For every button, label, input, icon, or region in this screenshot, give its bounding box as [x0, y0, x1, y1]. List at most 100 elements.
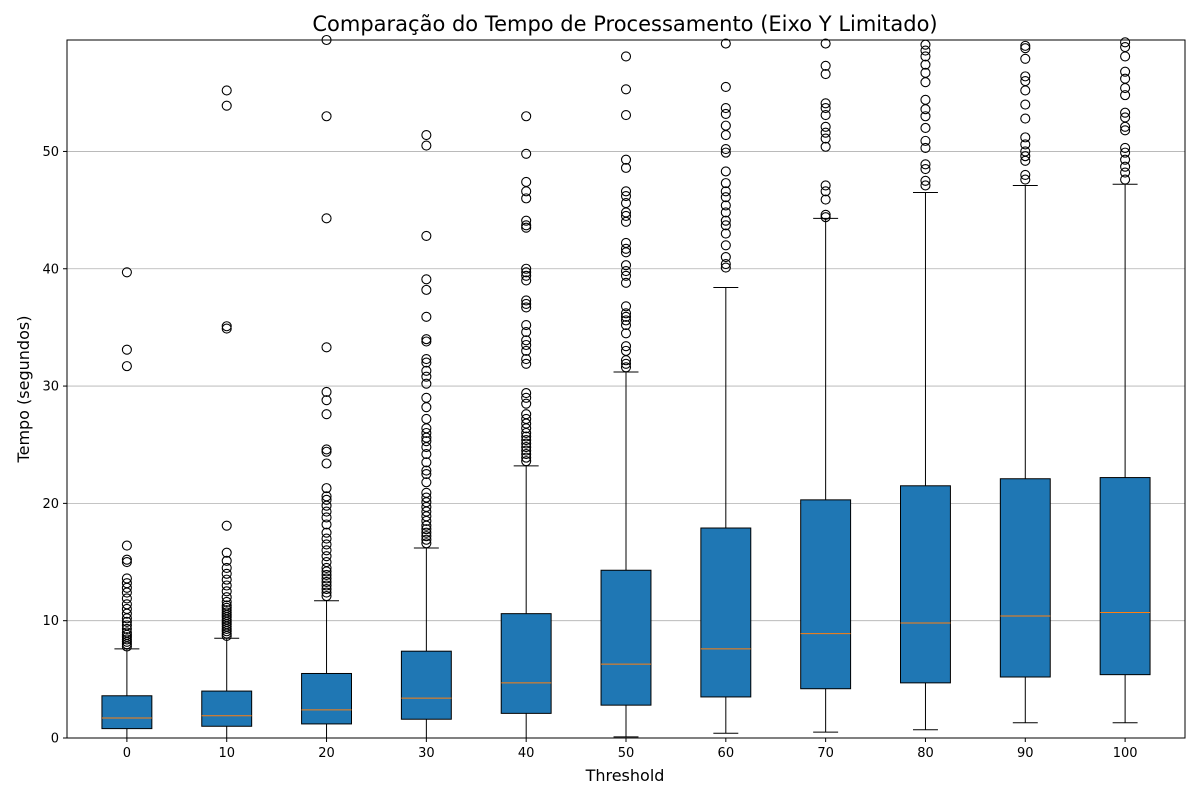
outlier-point	[321, 576, 332, 588]
outlier-point	[620, 277, 632, 288]
outlier-point	[321, 213, 332, 224]
outlier-point	[720, 228, 731, 239]
outlier-point	[121, 361, 132, 372]
outlier-point	[521, 193, 532, 204]
outlier-point	[321, 512, 332, 523]
outlier-point	[221, 602, 232, 613]
outlier-point	[521, 320, 532, 331]
outlier-point	[720, 240, 731, 251]
outlier-point	[920, 159, 931, 170]
iqr-box	[700, 527, 752, 698]
outlier-point	[620, 301, 632, 312]
box-0	[101, 267, 153, 739]
outlier-point	[1120, 142, 1131, 153]
box-40	[500, 111, 552, 739]
outlier-point	[321, 342, 332, 353]
outlier-point	[820, 121, 831, 132]
outlier-point	[421, 371, 432, 382]
outlier-point	[221, 568, 232, 579]
outlier-point	[620, 345, 632, 356]
outlier-point	[221, 607, 232, 618]
outlier-point	[521, 148, 532, 159]
x-tick-label: 30	[418, 746, 435, 761]
outlier-point	[421, 357, 432, 368]
outlier-point	[321, 580, 332, 591]
outlier-point	[421, 436, 432, 447]
outlier-point	[1120, 174, 1131, 185]
outlier-point	[421, 334, 432, 345]
outlier-point	[720, 200, 731, 211]
outlier-point	[521, 270, 532, 281]
outlier-point	[920, 45, 931, 56]
box-80	[900, 39, 951, 731]
outlier-point	[421, 336, 432, 347]
outlier-point	[421, 524, 432, 535]
outlier-point	[221, 562, 232, 573]
outlier-point	[321, 444, 332, 455]
outlier-point	[321, 573, 332, 584]
outlier-point	[720, 251, 731, 263]
outlier-point	[521, 215, 532, 226]
outlier-point	[221, 85, 232, 96]
outlier-point	[421, 469, 432, 480]
outlier-point	[321, 458, 332, 469]
outlier-point	[221, 520, 232, 531]
outlier-point	[820, 98, 831, 109]
outlier-point	[920, 163, 931, 175]
y-tick-label: 0	[51, 732, 59, 747]
outlier-point	[221, 323, 232, 334]
iqr-box	[999, 478, 1051, 678]
outlier-point	[221, 586, 232, 597]
x-tick-label: 10	[218, 746, 235, 761]
outlier-point	[720, 166, 731, 177]
outlier-point	[820, 102, 831, 114]
outlier-point	[421, 527, 432, 538]
outlier-point	[620, 315, 632, 326]
outlier-point	[421, 129, 432, 141]
outlier-point	[421, 284, 432, 295]
outlier-point	[620, 154, 632, 165]
outlier-point	[920, 59, 931, 70]
outlier-point	[620, 210, 632, 222]
outlier-point	[920, 122, 931, 134]
outlier-point	[620, 260, 632, 271]
iqr-box	[1099, 477, 1151, 676]
outlier-point	[720, 220, 731, 231]
outlier-point	[421, 457, 432, 468]
outlier-point	[321, 533, 332, 544]
outlier-point	[121, 593, 132, 604]
outlier-point	[720, 38, 731, 49]
outlier-point	[1120, 161, 1131, 172]
outlier-point	[720, 144, 731, 155]
outlier-point	[1120, 37, 1131, 48]
outlier-point	[421, 487, 432, 498]
x-tick-label: 90	[1017, 746, 1034, 761]
outlier-point	[1120, 73, 1131, 84]
outlier-point	[720, 259, 731, 270]
outlier-point	[521, 220, 532, 231]
outlier-point	[521, 298, 532, 309]
outlier-point	[521, 358, 532, 369]
outlier-point	[121, 616, 132, 627]
outlier-point	[321, 591, 332, 602]
outlier-point	[620, 243, 632, 254]
outlier-point	[1020, 146, 1031, 157]
outlier-point	[720, 192, 731, 203]
outlier-point	[321, 569, 332, 580]
outlier-point	[620, 311, 632, 322]
outlier-point	[521, 409, 532, 420]
iqr-box	[600, 569, 652, 706]
outlier-point	[221, 321, 232, 332]
outlier-point	[221, 555, 232, 566]
x-axis-ticks: 0 10 20 30 40 50 60 70 80 90 100	[123, 738, 1138, 761]
outlier-point	[321, 583, 332, 595]
outlier-point	[321, 551, 332, 562]
box-20	[301, 34, 352, 739]
outlier-point	[1020, 43, 1031, 54]
outlier-point	[1020, 169, 1031, 180]
outlier-point	[321, 587, 332, 598]
outlier-point	[221, 600, 232, 611]
y-tick-label: 10	[42, 614, 59, 629]
outlier-point	[1120, 90, 1131, 101]
